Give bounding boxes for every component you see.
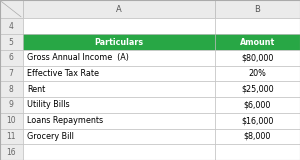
Bar: [22, 18, 214, 34]
Bar: [0, 34, 22, 50]
Bar: [0, 66, 22, 81]
Text: B: B: [254, 5, 260, 14]
Bar: [22, 128, 214, 144]
Bar: [0, 18, 22, 34]
Text: 7: 7: [9, 69, 14, 78]
Bar: [0, 97, 22, 113]
Text: 6: 6: [9, 53, 14, 62]
Text: 8: 8: [9, 85, 14, 94]
Bar: [214, 66, 300, 81]
Bar: [214, 34, 300, 50]
Bar: [214, 113, 300, 128]
Bar: [0, 113, 22, 128]
Bar: [22, 97, 214, 113]
Text: Particulars: Particulars: [94, 37, 143, 47]
Bar: [22, 113, 214, 128]
Text: $16,000: $16,000: [241, 116, 273, 125]
Text: Utility Bills: Utility Bills: [27, 100, 70, 109]
Bar: [214, 81, 300, 97]
Bar: [22, 50, 214, 66]
Bar: [0, 128, 22, 144]
Bar: [22, 34, 214, 50]
Text: 9: 9: [9, 100, 14, 109]
Bar: [0, 50, 22, 66]
Bar: [214, 18, 300, 34]
Text: 5: 5: [9, 37, 14, 47]
Text: Loans Repayments: Loans Repayments: [27, 116, 103, 125]
Text: $25,000: $25,000: [241, 85, 274, 94]
Bar: [22, 144, 214, 160]
Text: Effective Tax Rate: Effective Tax Rate: [27, 69, 99, 78]
Text: 11: 11: [7, 132, 16, 141]
Bar: [0, 81, 22, 97]
Bar: [22, 0, 214, 18]
Text: Grocery Bill: Grocery Bill: [27, 132, 74, 141]
Bar: [0, 144, 22, 160]
Bar: [214, 0, 300, 18]
Text: Rent: Rent: [27, 85, 45, 94]
Text: 10: 10: [6, 116, 16, 125]
Bar: [22, 81, 214, 97]
Bar: [214, 97, 300, 113]
Text: $8,000: $8,000: [244, 132, 271, 141]
Text: $6,000: $6,000: [244, 100, 271, 109]
Bar: [0, 0, 22, 18]
Text: Gross Annual Income  (A): Gross Annual Income (A): [27, 53, 129, 62]
Text: 16: 16: [6, 148, 16, 157]
Bar: [214, 128, 300, 144]
Bar: [214, 50, 300, 66]
Text: 4: 4: [9, 22, 14, 31]
Text: Amount: Amount: [240, 37, 275, 47]
Text: $80,000: $80,000: [241, 53, 273, 62]
Bar: [214, 144, 300, 160]
Text: 20%: 20%: [248, 69, 266, 78]
Text: A: A: [116, 5, 122, 14]
Bar: [22, 66, 214, 81]
